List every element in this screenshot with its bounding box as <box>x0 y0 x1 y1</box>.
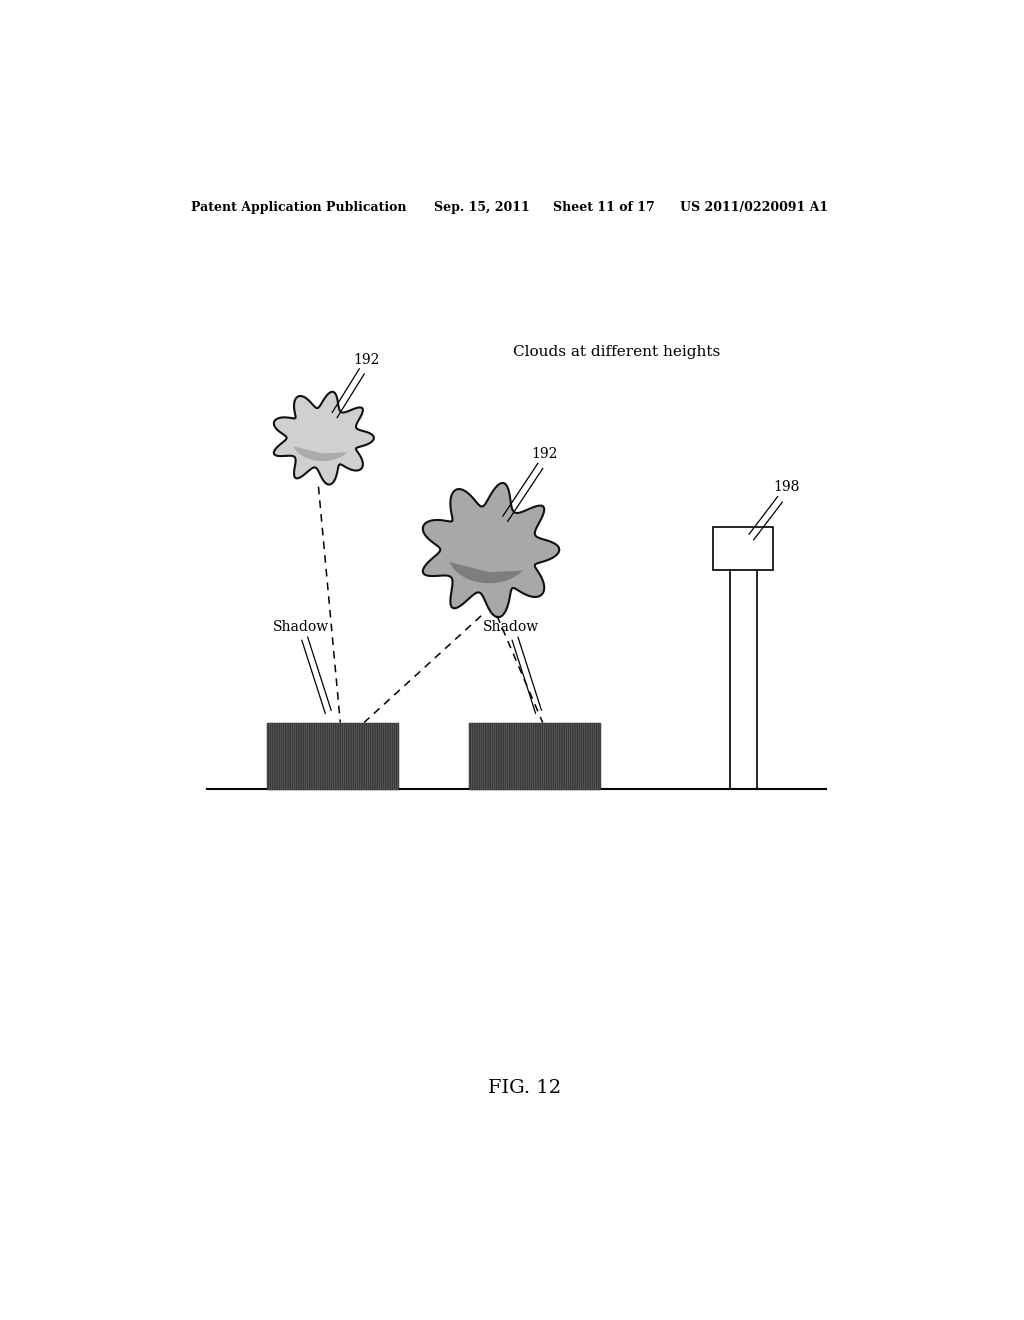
Text: Sep. 15, 2011: Sep. 15, 2011 <box>433 201 529 214</box>
Bar <box>267 722 397 788</box>
Text: US 2011/0220091 A1: US 2011/0220091 A1 <box>680 201 827 214</box>
Text: Clouds at different heights: Clouds at different heights <box>513 345 720 359</box>
Text: Sheet 11 of 17: Sheet 11 of 17 <box>553 201 654 214</box>
Text: 192: 192 <box>531 447 558 461</box>
Polygon shape <box>450 562 523 583</box>
Text: Patent Application Publication: Patent Application Publication <box>191 201 407 214</box>
Text: 192: 192 <box>353 352 379 367</box>
Text: 198: 198 <box>773 479 800 494</box>
Bar <box>469 722 600 788</box>
Text: Shadow: Shadow <box>483 620 539 634</box>
Polygon shape <box>423 483 559 618</box>
Polygon shape <box>273 392 374 484</box>
Bar <box>714 528 773 570</box>
Bar <box>267 722 397 788</box>
Polygon shape <box>293 446 347 461</box>
Bar <box>469 722 600 788</box>
Text: Shadow: Shadow <box>272 620 329 634</box>
Text: FIG. 12: FIG. 12 <box>488 1080 561 1097</box>
